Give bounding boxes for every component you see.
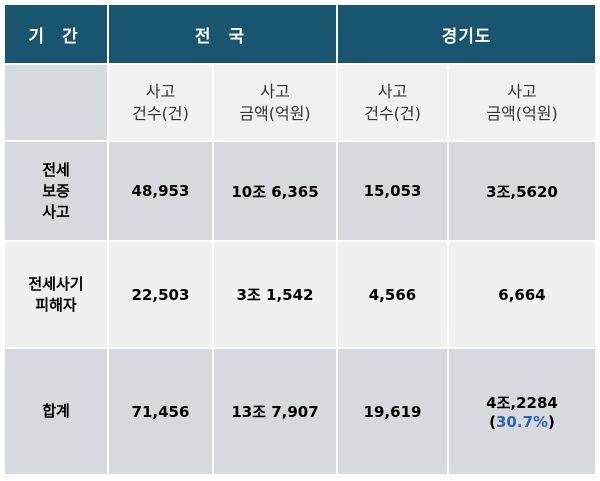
share-of-nation: (30.7%) — [449, 413, 595, 431]
row-label: 전세사기 피해자 — [3, 240, 109, 349]
subheader-line: 금액(억원) — [239, 103, 311, 123]
subheader-line: 사고 — [377, 81, 408, 101]
nationwide-count-subheader: 사고 건수(건) — [107, 63, 214, 142]
row-label: 합계 — [3, 347, 109, 476]
table-cell: 6,664 — [447, 240, 598, 349]
gyeonggi-amount-subheader: 사고 금액(억원) — [447, 63, 598, 142]
table-cell: 15,053 — [336, 140, 450, 242]
gyeonggi-count-subheader: 사고 건수(건) — [336, 63, 450, 142]
table-cell: 3조,5620 — [447, 140, 598, 242]
subheader-line: 사고 — [260, 81, 290, 101]
total-amount-cell: 4조,2284 (30.7%) — [447, 347, 598, 476]
row-label: 전세 보증 사고 — [3, 140, 109, 242]
accident-stats-table: 기 간 전 국 경기도 사고 건수(건) 사고 금액(억원) 사고 건수(건) … — [3, 3, 598, 476]
row-label-line: 보증 — [42, 181, 70, 200]
row-label-line: 사고 — [42, 202, 70, 221]
table-cell: 10조 6,365 — [211, 140, 339, 242]
share-paren-close: ) — [548, 413, 555, 431]
period-header: 기 간 — [3, 3, 109, 65]
row-label-line: 전세 — [42, 160, 70, 179]
row-label-line: 피해자 — [35, 295, 77, 314]
table-cell: 71,456 — [107, 347, 214, 476]
table-cell: 13조 7,907 — [211, 347, 339, 476]
subheader-line: 건수(건) — [132, 103, 189, 123]
table-cell: 19,619 — [336, 347, 450, 476]
table-row-total: 합계 71,456 13조 7,907 19,619 4조,2284 (30.7… — [3, 347, 598, 476]
nationwide-header: 전 국 — [106, 3, 339, 65]
subheader-line: 건수(건) — [364, 103, 421, 123]
subheader-line: 사고 — [507, 81, 537, 101]
table-cell: 4,566 — [336, 240, 450, 349]
row-label-line: 전세사기 — [28, 274, 84, 293]
total-amount-value: 4조,2284 — [486, 394, 558, 412]
corner-cell — [3, 63, 109, 142]
share-percentage: 30.7% — [496, 413, 549, 431]
row-label-line: 합계 — [42, 402, 70, 420]
table-cell: 48,953 — [107, 140, 214, 242]
gyeonggi-header: 경기도 — [336, 3, 598, 65]
nationwide-amount-subheader: 사고 금액(억원) — [211, 63, 339, 142]
table-cell: 22,503 — [107, 240, 214, 349]
subheader-line: 금액(억원) — [486, 103, 558, 123]
share-paren-open: ( — [489, 413, 496, 431]
table-row: 전세 보증 사고 48,953 10조 6,365 15,053 3조,5620 — [3, 140, 598, 242]
table-cell: 3조 1,542 — [211, 240, 339, 349]
subheader-row: 사고 건수(건) 사고 금액(억원) 사고 건수(건) 사고 금액(억원) — [3, 63, 598, 142]
table-row: 전세사기 피해자 22,503 3조 1,542 4,566 6,664 — [3, 240, 598, 349]
subheader-line: 사고 — [145, 81, 176, 101]
header-row: 기 간 전 국 경기도 — [3, 3, 598, 65]
